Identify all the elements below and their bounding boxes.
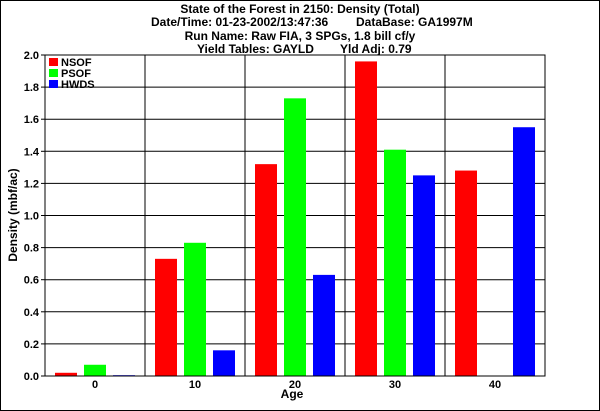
bar-nsof-30 <box>355 61 377 377</box>
x-tick-label: 10 <box>189 379 201 391</box>
y-tick-label: 1.2 <box>24 178 39 190</box>
bar-psof-20 <box>284 98 306 377</box>
plot-border <box>44 54 546 377</box>
y-tick-label: 1.0 <box>24 211 39 223</box>
header-yield-tables: Yield Tables: GAYLD <box>197 42 314 56</box>
bar-psof-0 <box>84 364 106 376</box>
bar-hwds-30 <box>413 175 435 376</box>
bar-psof-30 <box>384 149 406 376</box>
x-tick-label: 20 <box>289 379 301 391</box>
plot-area: 0.0 0.2 0.4 0.6 0.8 1.0 1.2 1.4 1.6 1.8 2.0 0 10 20 30… <box>24 50 546 391</box>
bar-hwds-40 <box>513 127 535 376</box>
bar-nsof-40 <box>455 170 477 376</box>
legend-label-hwds: HWDS <box>61 79 95 91</box>
bar-nsof-20 <box>255 164 277 376</box>
y-tick-label: 0.8 <box>24 243 39 255</box>
bar-psof-10 <box>184 242 206 376</box>
y-tick-label: 1.6 <box>24 114 39 126</box>
y-axis-label: Density (mbf/ac) <box>6 168 20 261</box>
x-tick-label: 30 <box>389 379 401 391</box>
y-tick-label: 1.4 <box>24 146 40 158</box>
bar-nsof-0 <box>55 372 77 376</box>
x-tick-label: 0 <box>92 379 98 391</box>
bar-hwds-20 <box>313 274 335 376</box>
bar-nsof-10 <box>155 258 177 376</box>
y-tick-label: 0.0 <box>24 371 39 383</box>
header-run-name: Run Name: Raw FIA, 3 SPGs, 1.8 bill cf/y <box>185 29 416 43</box>
chart-title: State of the Forest in 2150: Density (To… <box>180 2 419 16</box>
legend-swatch-hwds <box>49 80 58 88</box>
bar-hwds-10 <box>213 350 235 376</box>
header-yld-adj: Yld Adj: 0.79 <box>340 42 412 56</box>
y-tick-label: 0.6 <box>24 275 39 287</box>
y-tick-label: 0.2 <box>24 339 39 351</box>
header-database: DataBase: GA1997M <box>356 15 473 29</box>
header-datetime: Date/Time: 01-23-2002/13:47:36 <box>151 15 329 29</box>
y-tick-label: 1.8 <box>24 82 39 94</box>
legend-swatch-psof <box>49 69 58 77</box>
legend-label-nsof: NSOF <box>61 57 92 69</box>
x-axis-label: Age <box>281 387 304 401</box>
x-tick-label: 40 <box>489 379 501 391</box>
y-tick-label: 0.4 <box>24 307 40 319</box>
legend-label-psof: PSOF <box>61 68 91 80</box>
y-tick-label: 2.0 <box>24 50 39 62</box>
legend-swatch-nsof <box>49 58 58 66</box>
